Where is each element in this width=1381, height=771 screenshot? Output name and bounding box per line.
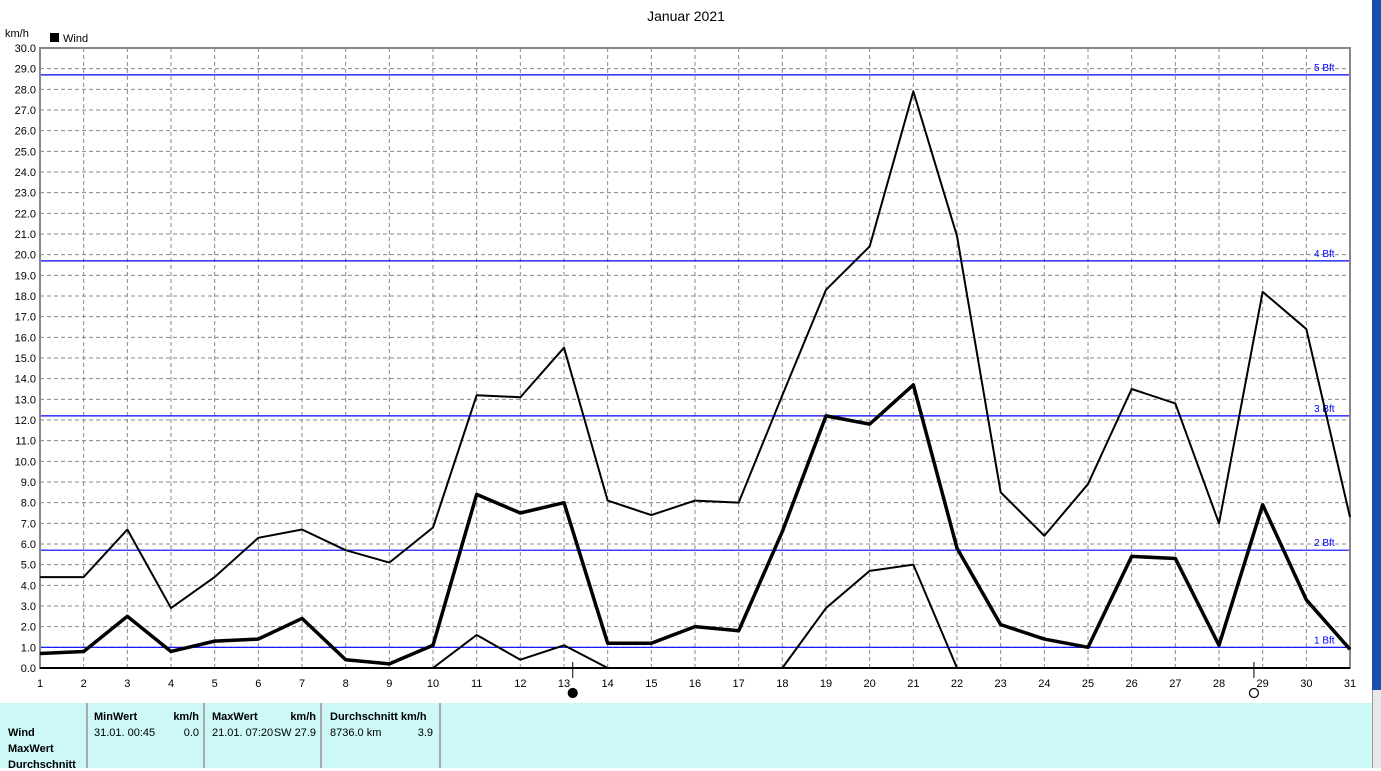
x-tick-label: 29 (1257, 678, 1269, 690)
x-tick-label: 8 (343, 678, 349, 690)
y-tick-label: 3.0 (21, 601, 36, 613)
x-tick-label: 13 (558, 678, 570, 690)
avg-distance: 8736.0 km (330, 727, 382, 739)
min-column: MinWert km/h 31.01. 00:45 0.0 (88, 703, 205, 768)
y-tick-label: 30.0 (15, 43, 36, 55)
x-tick-label: 7 (299, 678, 305, 690)
legend-label: Wind (63, 33, 88, 45)
y-tick-label: 5.0 (21, 560, 36, 572)
y-tick-label: 28.0 (15, 84, 36, 96)
y-tick-label: 13.0 (15, 394, 36, 406)
y-tick-label: 14.0 (15, 374, 36, 386)
x-tick-label: 9 (386, 678, 392, 690)
legend-swatch (50, 33, 59, 42)
beaufort-label: 4 Bft (1314, 249, 1335, 260)
x-tick-label: 15 (645, 678, 657, 690)
row-label-max: MaxWert (8, 743, 54, 755)
y-tick-label: 25.0 (15, 146, 36, 158)
x-tick-label: 20 (864, 678, 876, 690)
y-tick-label: 17.0 (15, 312, 36, 324)
x-tick-label: 17 (733, 678, 745, 690)
max-value: SW 27.9 (273, 727, 316, 739)
x-tick-label: 3 (124, 678, 130, 690)
x-tick-label: 30 (1300, 678, 1312, 690)
x-tick-label: 24 (1038, 678, 1050, 690)
beaufort-label: 2 Bft (1314, 538, 1335, 549)
y-tick-label: 10.0 (15, 456, 36, 468)
x-tick-label: 27 (1169, 678, 1181, 690)
x-tick-label: 12 (514, 678, 526, 690)
x-tick-label: 31 (1344, 678, 1356, 690)
x-tick-label: 11 (471, 678, 482, 690)
desktop-background (1372, 0, 1381, 690)
avg-value: 3.9 (417, 727, 433, 739)
y-tick-label: 11.0 (15, 436, 36, 448)
y-tick-label: 4.0 (21, 580, 36, 592)
x-tick-label: 21 (907, 678, 919, 690)
y-tick-label: 27.0 (15, 105, 36, 117)
y-tick-label: 19.0 (15, 270, 36, 282)
x-tick-label: 23 (995, 678, 1007, 690)
y-tick-label: 24.0 (15, 167, 36, 179)
chart-title: Januar 2021 (647, 8, 725, 24)
y-tick-label: 2.0 (21, 622, 36, 634)
x-tick-label: 4 (168, 678, 174, 690)
x-tick-label: 10 (427, 678, 439, 690)
beaufort-label: 5 Bft (1314, 63, 1335, 74)
min-header: MinWert (94, 711, 138, 723)
y-tick-label: 6.0 (21, 539, 36, 551)
new-moon-icon (567, 687, 578, 699)
x-tick-label: 1 (37, 678, 43, 690)
y-tick-label: 8.0 (21, 498, 36, 510)
x-tick-label: 14 (602, 678, 614, 690)
x-tick-label: 22 (951, 678, 963, 690)
y-tick-label: 23.0 (15, 188, 36, 200)
y-tick-label: 7.0 (21, 518, 36, 530)
y-tick-label: 1.0 (21, 642, 36, 654)
max-column: MaxWert km/h 21.01. 07:20 SW 27.9 (205, 703, 322, 768)
max-header: MaxWert (212, 711, 258, 723)
x-tick-label: 19 (820, 678, 832, 690)
avg-header: Durchschnitt km/h (330, 711, 427, 723)
x-tick-label: 2 (81, 678, 87, 690)
series-line-0 (40, 90, 1351, 610)
y-tick-label: 20.0 (15, 250, 36, 262)
y-axis-label: km/h (5, 28, 29, 40)
y-tick-label: 12.0 (15, 415, 36, 427)
x-tick-label: 5 (212, 678, 218, 690)
y-tick-label: 29.0 (15, 64, 36, 76)
min-value: 0.0 (183, 727, 199, 739)
y-tick-label: 15.0 (15, 353, 36, 365)
max-unit: km/h (290, 711, 316, 723)
x-tick-label: 6 (255, 678, 261, 690)
max-date: 21.01. 07:20 (212, 727, 274, 739)
beaufort-label: 1 Bft (1314, 635, 1335, 646)
wind-chart: Januar 2021 km/h Wind 0.0 1.0 2.0 3.0 4.0 5.0 6.0… (5, 8, 1356, 699)
y-tick-label: 16.0 (15, 332, 36, 344)
row-label-wind: Wind (8, 727, 35, 739)
row-label-avg: Durchschnitt (8, 759, 76, 771)
x-tick-label: 16 (689, 678, 701, 690)
y-tick-label: 0.0 (21, 663, 36, 675)
series-line-2 (40, 563, 1350, 669)
y-tick-label: 18.0 (15, 291, 36, 303)
y-tick-label: 22.0 (15, 208, 36, 220)
avg-column: Durchschnitt km/h 8736.0 km 3.9 (322, 703, 441, 768)
x-tick-label: 26 (1126, 678, 1138, 690)
min-date: 31.01. 00:45 (94, 727, 156, 739)
series-line-1 (39, 383, 1352, 666)
x-tick-label: 18 (776, 678, 788, 690)
x-tick-label: 25 (1082, 678, 1094, 690)
row-labels: Wind MaxWert Durchschnitt (0, 703, 88, 771)
full-moon-icon (1248, 687, 1260, 699)
min-unit: km/h (173, 711, 199, 723)
y-tick-label: 26.0 (15, 126, 36, 138)
x-tick-label: 28 (1213, 678, 1225, 690)
adjacent-window (1372, 690, 1381, 768)
y-tick-label: 21.0 (15, 229, 36, 241)
y-tick-label: 9.0 (21, 477, 36, 489)
summary-panel: Wind MaxWert Durchschnitt MinWert km/h 3… (0, 703, 1372, 771)
